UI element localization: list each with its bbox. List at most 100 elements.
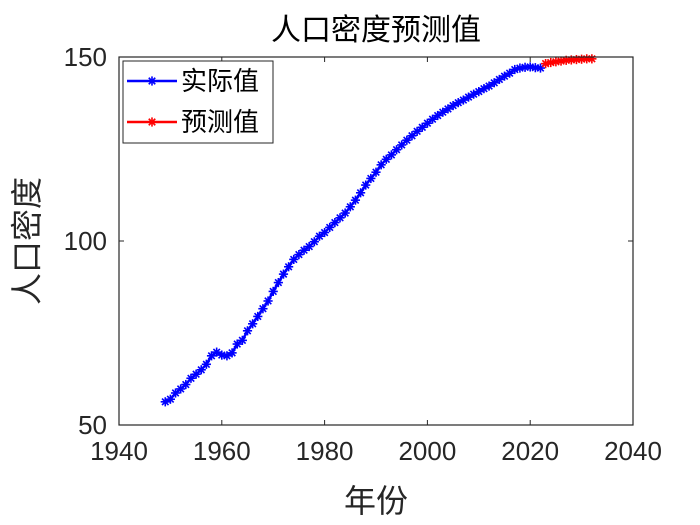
y-tick-label-2: 150 [64, 42, 107, 72]
data-point-s0-22 [273, 277, 283, 288]
legend: 实际值 预测值 [122, 60, 274, 144]
data-point-s0-55-stroke-d2 [444, 105, 452, 113]
data-point-s1-9 [587, 54, 597, 64]
data-point-s0-25 [289, 254, 299, 264]
data-point-s0-19-stroke-d2 [259, 304, 267, 313]
data-point-s0-67-stroke-d2 [505, 69, 514, 78]
y-tick-label-0: 50 [78, 410, 107, 440]
data-point-s0-2 [170, 388, 181, 398]
x-tick-label-1: 1960 [193, 436, 251, 466]
data-point-s0-52 [427, 114, 438, 124]
legend-label-actual: 实际值 [181, 67, 259, 97]
data-point-s0-30 [314, 231, 325, 241]
legend-marker-predicted-star [147, 117, 157, 127]
data-point-s0-37-stroke-d2 [351, 196, 360, 204]
data-point-s0-55 [443, 104, 453, 114]
data-point-s0-39-stroke-d2 [361, 181, 370, 189]
data-point-s0-65-stroke-d2 [495, 75, 504, 84]
data-point-s0-32 [325, 222, 335, 232]
data-point-s0-53 [433, 110, 443, 121]
data-point-s0-40 [366, 173, 376, 184]
data-point-s0-64-stroke-d2 [490, 78, 499, 87]
data-point-s0-42 [376, 160, 386, 170]
legend-marker-actual-star-stroke-d2 [148, 77, 156, 85]
data-point-s0-67 [505, 68, 515, 78]
data-point-s0-17 [248, 319, 258, 329]
data-point-s0-69-stroke-d2 [516, 64, 524, 72]
data-point-s0-15 [237, 335, 247, 345]
data-point-s0-51 [422, 118, 432, 128]
data-point-s0-35-stroke-d2 [341, 209, 349, 217]
data-point-s1-2-stroke-d2 [552, 57, 560, 66]
data-point-s0-53-stroke-d2 [433, 111, 442, 120]
legend-marker-actual-star [147, 76, 157, 86]
chart-title: 人口密度预测值 [271, 13, 481, 48]
data-point-s0-23-stroke-d2 [279, 270, 288, 278]
data-point-s0-64 [489, 78, 499, 88]
data-point-s0-13 [227, 348, 237, 358]
data-point-s1-3-stroke-d2 [557, 57, 565, 65]
x-axis-title: 年份 [344, 482, 408, 520]
data-point-s0-20 [263, 296, 273, 306]
data-point-s0-24 [284, 262, 294, 272]
data-point-s1-0-stroke-d2 [541, 59, 550, 68]
data-point-s0-39 [361, 180, 371, 190]
x-tick-label-3: 2000 [398, 436, 456, 466]
y-tick-label-1: 100 [64, 226, 107, 256]
data-point-s0-6 [191, 369, 201, 379]
data-point-s0-14 [232, 339, 242, 349]
data-point-s0-24-stroke-d2 [284, 262, 293, 271]
data-point-s0-41 [371, 167, 381, 177]
data-point-s0-36 [345, 202, 355, 212]
legend-box [122, 60, 274, 144]
data-point-s0-8 [201, 359, 211, 369]
data-point-s0-1 [165, 394, 175, 404]
legend-marker-actual [147, 76, 157, 86]
data-point-s0-19 [258, 304, 268, 314]
y-axis-title: 人口密度 [8, 177, 46, 305]
x-tick-label-4: 2020 [501, 436, 559, 466]
data-point-s0-36-stroke-d2 [346, 202, 355, 211]
data-point-s0-10-stroke-d2 [212, 348, 221, 356]
data-point-s0-27-stroke-d2 [300, 246, 308, 255]
data-point-s0-35 [340, 208, 350, 218]
legend-marker-predicted-star-stroke-d2 [148, 118, 156, 126]
data-point-s0-8-stroke-d2 [202, 360, 211, 369]
data-point-s0-18-stroke-d2 [253, 312, 262, 321]
data-point-s0-20-stroke-d2 [264, 297, 272, 305]
x-tick-label-2: 1980 [296, 436, 354, 466]
data-point-s0-23 [278, 269, 289, 279]
data-point-s0-70-stroke-d2 [521, 63, 529, 72]
x-tick-label-0: 1940 [90, 436, 148, 466]
legend-marker-predicted [147, 117, 157, 127]
data-point-s0-40-stroke-d2 [367, 174, 375, 183]
data-point-s0-38-stroke-d2 [356, 188, 365, 197]
data-point-s0-1-stroke-d2 [166, 395, 175, 404]
data-point-s0-21-stroke-d2 [269, 287, 278, 296]
data-point-s0-65 [494, 74, 504, 85]
data-point-s0-54-stroke-d2 [439, 108, 447, 117]
data-point-s0-54 [438, 107, 448, 117]
data-point-s0-13-stroke-d2 [228, 349, 236, 357]
series-layer [160, 54, 597, 407]
data-point-s0-16 [242, 326, 253, 336]
data-point-s0-4-stroke-d2 [182, 380, 190, 389]
data-point-s0-21 [268, 286, 278, 297]
data-point-s1-1-stroke-d2 [546, 58, 555, 67]
data-point-s0-38 [355, 188, 366, 198]
data-point-s1-5-stroke-d2 [567, 56, 576, 64]
data-point-s0-15-stroke-d2 [238, 336, 247, 345]
data-point-s0-9 [206, 351, 217, 361]
data-point-s0-14-stroke-d2 [233, 340, 242, 348]
data-point-s0-63-stroke-d2 [485, 82, 493, 90]
data-point-s0-46 [397, 140, 407, 150]
data-point-s0-66 [499, 71, 510, 81]
data-point-s0-63 [484, 81, 494, 91]
data-point-s0-41-stroke-d2 [372, 168, 380, 177]
data-point-s0-17-stroke-d2 [248, 319, 257, 328]
data-point-s0-5 [186, 373, 196, 383]
data-point-s0-37 [350, 195, 361, 205]
data-point-s1-4-stroke-d2 [562, 56, 570, 65]
